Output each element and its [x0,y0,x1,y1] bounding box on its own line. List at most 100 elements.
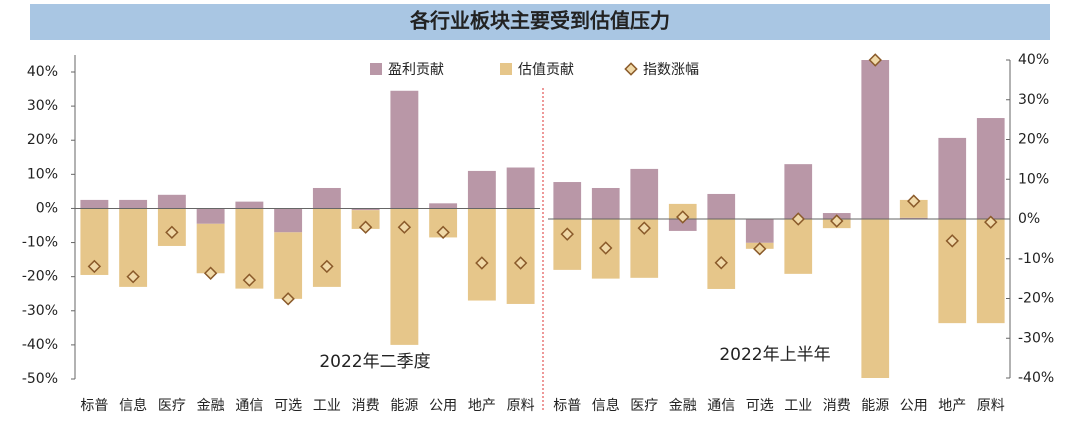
x-tick-label: 金融 [197,398,225,414]
bar [390,90,419,209]
y-tick-label: -20% [1018,291,1054,307]
x-tick-label: 可选 [274,398,302,414]
marker [714,256,728,270]
marker [637,221,651,235]
bar [274,208,303,233]
bar [467,170,496,209]
x-tick-label: 医疗 [630,398,658,414]
bar [784,164,813,219]
bar [351,208,380,211]
marker [242,273,257,287]
legend-swatch [500,63,512,75]
y-tick-label: -50% [22,371,58,387]
y-tick-label: -10% [1018,251,1054,267]
y-tick-label: -20% [22,269,58,285]
legend-label: 估值贡献 [518,62,574,78]
marker [358,220,373,234]
x-tick-label: 工业 [313,398,341,414]
marker [87,259,102,274]
x-tick-label: 能源 [390,398,418,414]
y-tick-label: 0% [1018,211,1040,227]
marker [203,266,218,280]
chart-title: 各行业板块主要受到估值压力 [409,9,670,33]
y-tick-label: 40% [27,64,58,80]
x-tick-label: 原料 [507,398,535,414]
marker [830,214,844,228]
bar [157,194,186,209]
bar [196,223,225,274]
bar [976,118,1005,219]
y-tick-label: 30% [1018,92,1049,108]
bar [274,232,303,299]
legend-swatch [370,63,382,75]
annotation: 2022年二季度 [319,352,430,372]
y-tick-label: -40% [1018,370,1054,386]
bar [506,167,535,209]
x-tick-label: 标普 [80,398,108,414]
y-tick-label: 10% [1018,171,1049,187]
bar [553,182,582,219]
y-tick-label: -40% [22,337,58,353]
y-tick-label: -30% [1018,330,1054,346]
marker [126,269,140,284]
x-tick-label: 能源 [861,398,889,414]
marker [281,292,295,306]
bar [312,208,341,287]
marker [676,210,690,224]
marker [599,241,613,255]
bar [467,208,496,301]
bar [745,219,774,243]
y-tick-label: 20% [27,132,58,148]
bar [899,199,928,218]
marker [436,225,450,240]
marker [791,212,805,226]
y-tick-label: 20% [1018,132,1049,148]
x-tick-label: 消费 [352,398,380,414]
x-tick-label: 信息 [592,397,620,414]
annotation: 2022年上半年 [719,345,830,365]
marker [753,242,767,256]
legend-label: 盈利贡献 [388,62,444,78]
marker [945,234,959,248]
marker [397,220,412,234]
bar [707,193,736,219]
bar [861,60,890,219]
bar [668,219,697,231]
bar [976,219,1005,324]
x-tick-label: 标普 [553,398,581,414]
bar [591,187,620,219]
bar [861,219,890,378]
marker [984,215,998,229]
bar [938,137,967,219]
x-tick-label: 工业 [784,398,812,414]
marker [320,259,334,274]
x-tick-label: 地产 [938,398,966,414]
title-banner [30,4,1050,40]
x-tick-label: 信息 [119,397,147,414]
x-tick-label: 通信 [235,398,263,414]
x-tick-label: 可选 [746,398,774,414]
legend-label: 指数涨幅 [643,62,699,78]
bar [707,219,736,289]
bar [630,168,659,219]
bar [235,201,264,209]
bar [80,199,109,209]
x-tick-label: 原料 [977,398,1005,414]
y-tick-label: 0% [36,200,58,216]
marker [513,256,528,270]
x-tick-label: 医疗 [158,398,186,414]
x-tick-label: 公用 [429,398,457,414]
y-tick-label: 40% [1018,52,1049,68]
marker [868,53,882,67]
bar [784,219,813,274]
x-tick-label: 金融 [669,398,697,414]
y-tick-label: 10% [27,166,58,182]
x-tick-label: 消费 [823,398,851,414]
bar [899,217,928,219]
legend-swatch [624,62,638,76]
marker [560,227,574,241]
x-tick-label: 公用 [900,398,928,414]
marker [475,256,489,270]
y-tick-label: 30% [27,98,58,114]
